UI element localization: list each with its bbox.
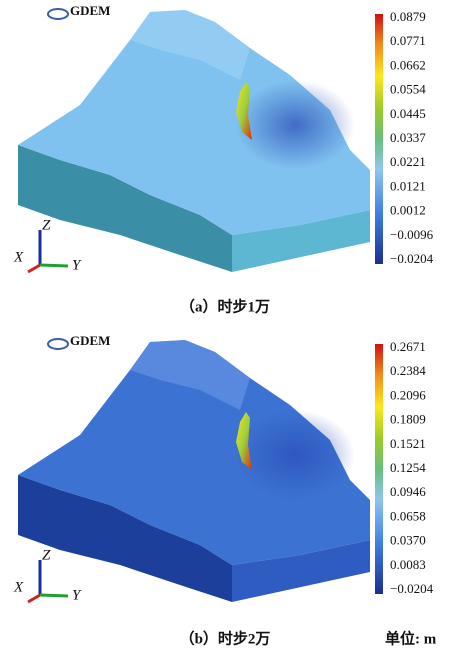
ridge (130, 10, 250, 80)
colorbar-label: 0.0554 (390, 82, 426, 97)
ridge (130, 340, 250, 410)
colorbar-label: 0.0337 (390, 130, 426, 145)
deformation-zone (235, 80, 355, 170)
logo-icon (47, 8, 69, 20)
axis-y (39, 593, 69, 598)
caption: （a）时步1万 (180, 297, 270, 315)
logo-text: GDEM (70, 333, 110, 348)
colorbar-label: 0.2096 (390, 387, 426, 402)
colorbar-label: 0.2671 (390, 339, 426, 354)
axis-z-label: Z (42, 547, 51, 563)
terrain-front (18, 145, 232, 272)
colorbar-label: 0.0658 (390, 508, 426, 523)
deformation-zone (235, 410, 355, 500)
axis-x (27, 263, 41, 274)
axis-x (27, 593, 41, 604)
axis-y-label: Y (72, 257, 82, 273)
colorbar-label: −0.0096 (390, 227, 434, 242)
axis-y-label: Y (72, 587, 82, 603)
colorbar-label: 0.0121 (390, 178, 426, 193)
unit-label: 单位: m (385, 629, 437, 647)
panel: GDEM Z X Y 0.2671 0.2384 0.2096 0.1809 0.1521 0.1… (13, 333, 434, 647)
colorbar-label: 0.0083 (390, 557, 426, 572)
colorbar-label: 0.2384 (390, 363, 426, 378)
colorbar-label: 0.0879 (390, 9, 426, 24)
colorbar-label: 0.0445 (390, 106, 426, 121)
logo-text: GDEM (70, 3, 110, 18)
terrain-top (18, 10, 370, 235)
axis-x-label: X (13, 579, 24, 595)
colorbar-label: 0.0370 (390, 533, 426, 548)
panel: GDEM Z X Y 0.0879 0.0771 0.0662 0.0554 0.0445 0.0… (13, 3, 434, 315)
slide-surface (236, 412, 252, 470)
axis-y (39, 263, 69, 268)
colorbar-label: −0.0204 (390, 581, 434, 596)
colorbar-label: 0.0662 (390, 57, 426, 72)
caption: （b）时步2万 (180, 629, 271, 647)
colorbar (375, 344, 383, 594)
axis-x-label: X (13, 249, 24, 265)
terrain-front (18, 475, 232, 602)
terrain-side (232, 540, 370, 602)
axis-z-label: Z (42, 217, 51, 233)
terrain-side (232, 210, 370, 272)
colorbar (375, 14, 383, 264)
terrain-top (18, 340, 370, 565)
logo-icon (47, 338, 69, 350)
colorbar-label: 0.0771 (390, 33, 426, 48)
colorbar-label: −0.0204 (390, 251, 434, 266)
colorbar-label: 0.1254 (390, 460, 426, 475)
colorbar-label: 0.0012 (390, 203, 426, 218)
colorbar-label: 0.1809 (390, 412, 426, 427)
colorbar-label: 0.1521 (390, 436, 426, 451)
colorbar-label: 0.0221 (390, 154, 426, 169)
slide-surface (236, 82, 252, 140)
colorbar-label: 0.0946 (390, 484, 426, 499)
